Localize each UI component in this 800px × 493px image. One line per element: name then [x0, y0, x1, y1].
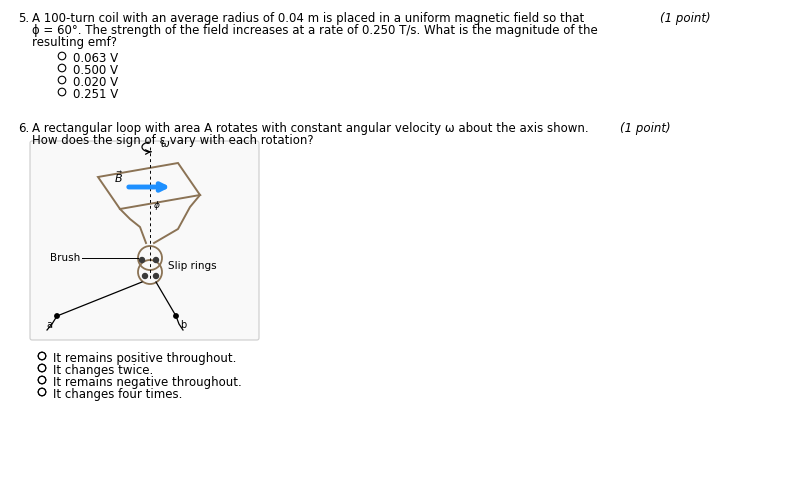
- Text: ϕ = 60°. The strength of the field increases at a rate of 0.250 T/s. What is the: ϕ = 60°. The strength of the field incre…: [32, 24, 598, 37]
- Text: It remains negative throughout.: It remains negative throughout.: [53, 376, 242, 389]
- Circle shape: [142, 274, 147, 279]
- Text: b: b: [180, 320, 186, 330]
- Text: 0.020 V: 0.020 V: [73, 76, 118, 89]
- Circle shape: [139, 257, 145, 262]
- Circle shape: [174, 314, 178, 318]
- Circle shape: [154, 274, 158, 279]
- Text: It changes four times.: It changes four times.: [53, 388, 182, 401]
- Text: 0.063 V: 0.063 V: [73, 52, 118, 65]
- Text: 5.: 5.: [18, 12, 29, 25]
- Text: resulting emf?: resulting emf?: [32, 36, 117, 49]
- Text: 6.: 6.: [18, 122, 30, 135]
- Text: $\omega$: $\omega$: [160, 139, 170, 149]
- Text: How does the sign of ε vary with each rotation?: How does the sign of ε vary with each ro…: [32, 134, 314, 147]
- Text: $\vec{B}$: $\vec{B}$: [114, 169, 123, 185]
- Text: A rectangular loop with area A rotates with constant angular velocity ω about th: A rectangular loop with area A rotates w…: [32, 122, 589, 135]
- Text: 0.500 V: 0.500 V: [73, 64, 118, 77]
- Circle shape: [154, 257, 158, 262]
- Text: 0.251 V: 0.251 V: [73, 88, 118, 101]
- FancyBboxPatch shape: [30, 141, 259, 340]
- Text: A 100-turn coil with an average radius of 0.04 m is placed in a uniform magnetic: A 100-turn coil with an average radius o…: [32, 12, 584, 25]
- Text: It changes twice.: It changes twice.: [53, 364, 154, 377]
- Text: (1 point): (1 point): [620, 122, 670, 135]
- Text: It remains positive throughout.: It remains positive throughout.: [53, 352, 236, 365]
- Circle shape: [54, 314, 59, 318]
- Text: a: a: [46, 320, 52, 330]
- Text: $\phi$: $\phi$: [153, 199, 161, 212]
- Text: (1 point): (1 point): [660, 12, 710, 25]
- Text: Slip rings: Slip rings: [168, 261, 217, 271]
- Text: Brush: Brush: [50, 253, 80, 263]
